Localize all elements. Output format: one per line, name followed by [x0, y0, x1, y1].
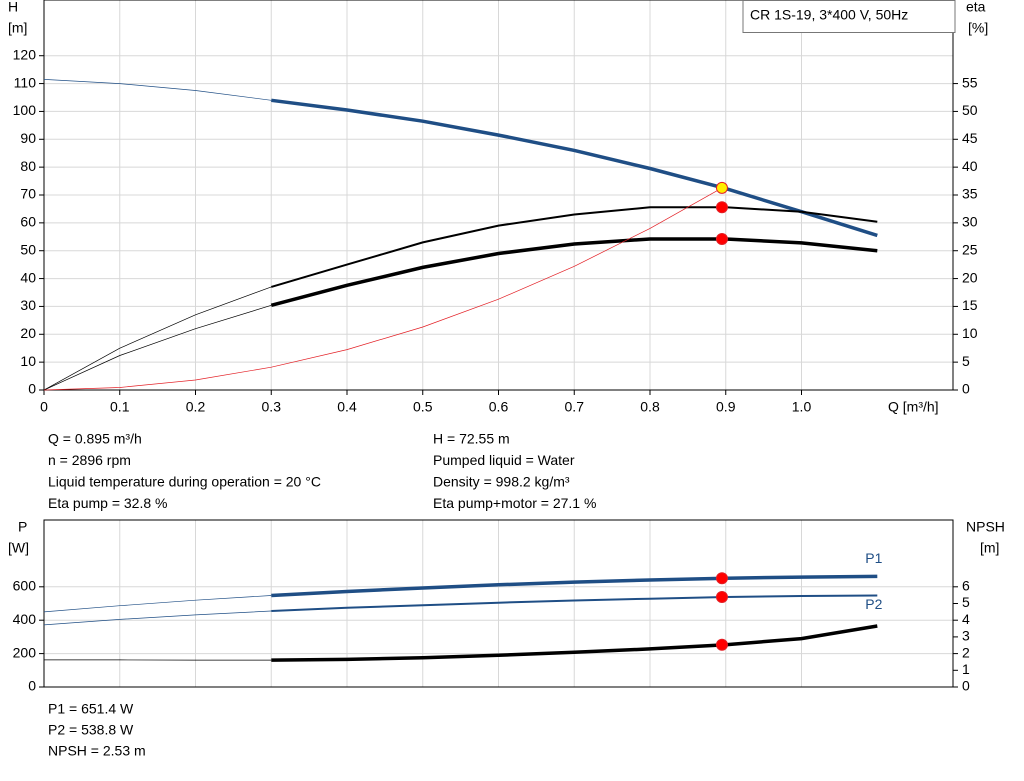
- plot-frame: [43, 519, 954, 688]
- y2-tick-label: 40: [962, 158, 978, 174]
- y-tick-label: 80: [20, 158, 36, 174]
- y2-tick-label: 0: [962, 381, 970, 397]
- x-tick-label: 0.7: [565, 399, 585, 415]
- y-tick-label: 0: [28, 381, 36, 397]
- curve: [43, 79, 272, 101]
- y-axis-label: P: [18, 519, 27, 535]
- y2-tick-label: 5: [962, 353, 970, 369]
- x-tick-label: 0.9: [716, 399, 736, 415]
- y2-tick-label: 1: [962, 661, 970, 677]
- y2-axis-label: NPSH: [966, 519, 1005, 535]
- curve: [43, 610, 272, 626]
- curve: [43, 304, 272, 391]
- info-text: Q = 0.895 m³/h: [48, 431, 142, 447]
- legend-text: CR 1S-19, 3*400 V, 50Hz: [750, 7, 908, 23]
- x-tick-label: 0.8: [640, 399, 660, 415]
- y2-tick-label: 15: [962, 297, 978, 313]
- y-tick-label: 50: [20, 241, 36, 257]
- curve: [271, 98, 878, 238]
- y-axis-unit: [W]: [8, 540, 29, 556]
- curve: [270, 237, 878, 307]
- y-tick-label: 10: [20, 353, 36, 369]
- y-tick-label: 120: [13, 46, 37, 62]
- info-text: Eta pump+motor = 27.1 %: [433, 495, 596, 511]
- y2-axis-unit: [%]: [968, 20, 988, 36]
- x-tick-label: 0.1: [110, 399, 130, 415]
- operating-point: [715, 572, 728, 585]
- y2-tick-label: 0: [962, 678, 970, 694]
- y2-axis-unit: [m]: [980, 540, 999, 556]
- y-tick-label: 100: [13, 102, 37, 118]
- info-text: P1 = 651.4 W: [48, 701, 134, 717]
- curve: [43, 187, 723, 391]
- info-text: P2 = 538.8 W: [48, 722, 134, 738]
- y2-tick-label: 20: [962, 269, 978, 285]
- info-text: Liquid temperature during operation = 20…: [48, 474, 321, 490]
- x-tick-label: 0.3: [262, 399, 282, 415]
- y-axis-label: H: [8, 0, 18, 15]
- info-text: Eta pump = 32.8 %: [48, 495, 167, 511]
- y2-tick-label: 25: [962, 241, 978, 257]
- x-tick-label: 1.0: [792, 399, 812, 415]
- info-text: NPSH = 2.53 m: [48, 743, 146, 759]
- info-text: n = 2896 rpm: [48, 452, 131, 468]
- y-tick-label: 400: [13, 611, 37, 627]
- operating-point: [715, 181, 728, 194]
- x-tick-label: 0.4: [337, 399, 357, 415]
- y2-tick-label: 35: [962, 186, 978, 202]
- y-tick-label: 40: [20, 269, 36, 285]
- operating-point: [715, 638, 728, 651]
- curve: [43, 286, 272, 391]
- x-tick-label: 0.5: [413, 399, 433, 415]
- y-tick-label: 70: [20, 186, 36, 202]
- y2-axis-label: eta: [966, 0, 986, 15]
- x-tick-label: 0.2: [186, 399, 206, 415]
- plot-frame: [43, 0, 954, 391]
- x-axis-label: Q [m³/h]: [888, 399, 939, 415]
- y2-tick-label: 55: [962, 74, 978, 90]
- y2-tick-label: 6: [962, 578, 970, 594]
- y-tick-label: 0: [28, 678, 36, 694]
- curve: [271, 594, 878, 612]
- y-tick-label: 200: [13, 644, 37, 660]
- y2-tick-label: 10: [962, 325, 978, 341]
- operating-point: [715, 233, 728, 246]
- y-tick-label: 20: [20, 325, 36, 341]
- y2-tick-label: 2: [962, 644, 970, 660]
- curve: [271, 574, 878, 598]
- y-tick-label: 110: [14, 74, 37, 90]
- y-tick-label: 600: [13, 578, 37, 594]
- info-text: Pumped liquid = Water: [433, 452, 575, 468]
- x-tick-label: 0: [40, 399, 48, 415]
- series-label: P2: [865, 596, 882, 612]
- info-text: Density = 998.2 kg/m³: [433, 474, 570, 490]
- curve: [43, 595, 272, 613]
- y2-tick-label: 5: [962, 594, 970, 610]
- y2-tick-label: 4: [962, 611, 970, 627]
- legend-box: [742, 0, 956, 33]
- curve: [271, 206, 878, 288]
- y-axis-unit: [m]: [8, 20, 27, 36]
- y2-tick-label: 3: [962, 628, 970, 644]
- x-tick-label: 0.6: [489, 399, 509, 415]
- y2-tick-label: 50: [962, 102, 978, 118]
- operating-point: [715, 591, 728, 604]
- info-text: H = 72.55 m: [433, 431, 510, 447]
- y2-tick-label: 45: [962, 130, 978, 146]
- series-label: P1: [865, 550, 882, 566]
- y2-tick-label: 30: [962, 214, 978, 230]
- y-tick-label: 60: [20, 214, 36, 230]
- operating-point: [715, 201, 728, 214]
- curve: [271, 624, 878, 662]
- y-tick-label: 30: [20, 297, 36, 313]
- y-tick-label: 90: [20, 130, 36, 146]
